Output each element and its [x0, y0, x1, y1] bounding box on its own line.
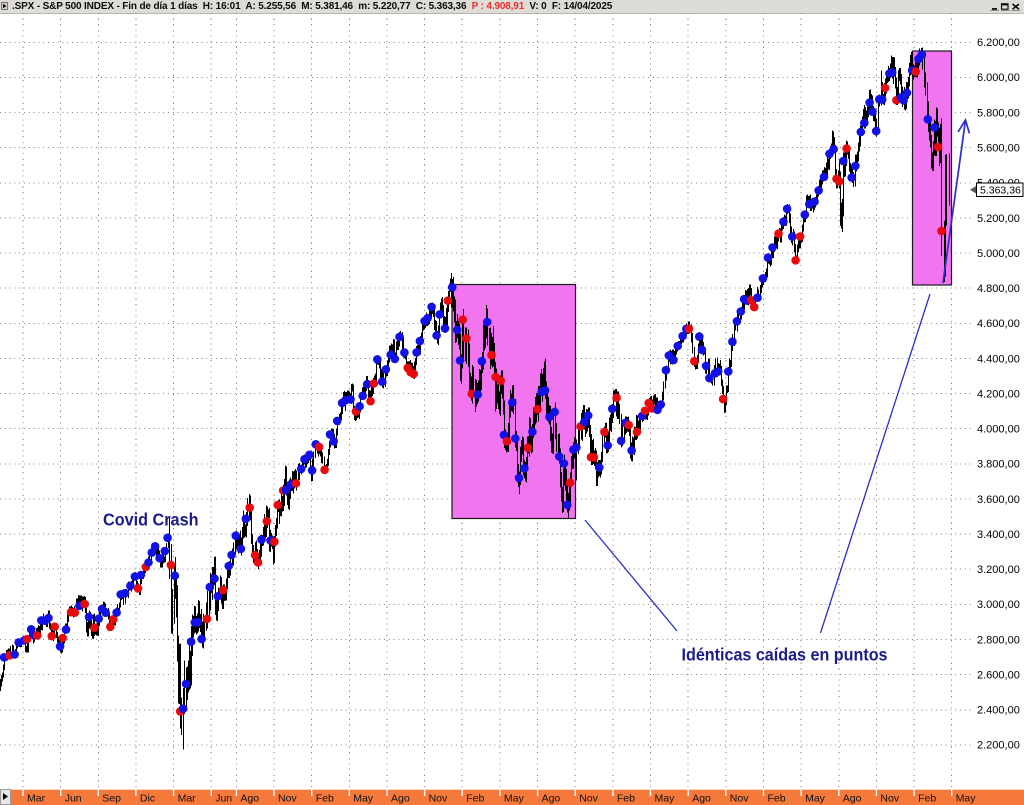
- svg-text:Ago: Ago: [240, 793, 259, 805]
- svg-text:Ago: Ago: [542, 793, 561, 805]
- svg-text:Nov: Nov: [880, 793, 899, 805]
- svg-text:Mar: Mar: [27, 793, 46, 805]
- svg-text:Ago: Ago: [843, 793, 862, 805]
- svg-text:May: May: [504, 793, 525, 805]
- svg-text:Ago: Ago: [391, 793, 410, 805]
- svg-text:Mar: Mar: [178, 793, 197, 805]
- svg-text:4.000,00: 4.000,00: [977, 424, 1020, 436]
- svg-text:2.200,00: 2.200,00: [977, 740, 1020, 752]
- svg-text:2.800,00: 2.800,00: [977, 634, 1020, 646]
- svg-text:Dic: Dic: [140, 793, 155, 805]
- svg-text:3.000,00: 3.000,00: [977, 599, 1020, 611]
- svg-text:4.600,00: 4.600,00: [977, 318, 1020, 330]
- svg-text:5.363,36: 5.363,36: [980, 184, 1021, 196]
- svg-text:May: May: [805, 793, 826, 805]
- svg-text:5.600,00: 5.600,00: [977, 143, 1020, 155]
- svg-text:Idénticas caídas en puntos: Idénticas caídas en puntos: [682, 645, 888, 665]
- svg-text:3.200,00: 3.200,00: [977, 564, 1020, 576]
- svg-text:Jun: Jun: [65, 793, 82, 805]
- svg-text:3.400,00: 3.400,00: [977, 529, 1020, 541]
- svg-text:Nov: Nov: [730, 793, 749, 805]
- svg-text:6.000,00: 6.000,00: [977, 72, 1020, 84]
- svg-text:4.200,00: 4.200,00: [977, 388, 1020, 400]
- svg-text:Ago: Ago: [692, 793, 711, 805]
- svg-text:5.000,00: 5.000,00: [977, 248, 1020, 260]
- svg-text:2.600,00: 2.600,00: [977, 669, 1020, 681]
- svg-text:Feb: Feb: [617, 793, 635, 805]
- svg-text:Feb: Feb: [768, 793, 786, 805]
- svg-text:Feb: Feb: [918, 793, 936, 805]
- svg-text:May: May: [655, 793, 676, 805]
- svg-text:Feb: Feb: [316, 793, 334, 805]
- svg-text:5.800,00: 5.800,00: [977, 107, 1020, 119]
- svg-text:Covid Crash: Covid Crash: [103, 510, 199, 530]
- svg-text:Nov: Nov: [429, 793, 448, 805]
- svg-text:Nov: Nov: [579, 793, 598, 805]
- svg-text:3.800,00: 3.800,00: [977, 459, 1020, 471]
- svg-text:3.600,00: 3.600,00: [977, 494, 1020, 506]
- svg-text:May: May: [956, 793, 977, 805]
- svg-text:May: May: [353, 793, 374, 805]
- svg-text:Nov: Nov: [278, 793, 297, 805]
- svg-text:Feb: Feb: [466, 793, 484, 805]
- svg-text:4.800,00: 4.800,00: [977, 283, 1020, 295]
- svg-text:Sep: Sep: [102, 793, 121, 805]
- svg-text:2.400,00: 2.400,00: [977, 705, 1020, 717]
- svg-text:4.400,00: 4.400,00: [977, 353, 1020, 365]
- svg-text:5.200,00: 5.200,00: [977, 213, 1020, 225]
- svg-text:6.200,00: 6.200,00: [977, 37, 1020, 49]
- svg-text:Jun: Jun: [215, 793, 232, 805]
